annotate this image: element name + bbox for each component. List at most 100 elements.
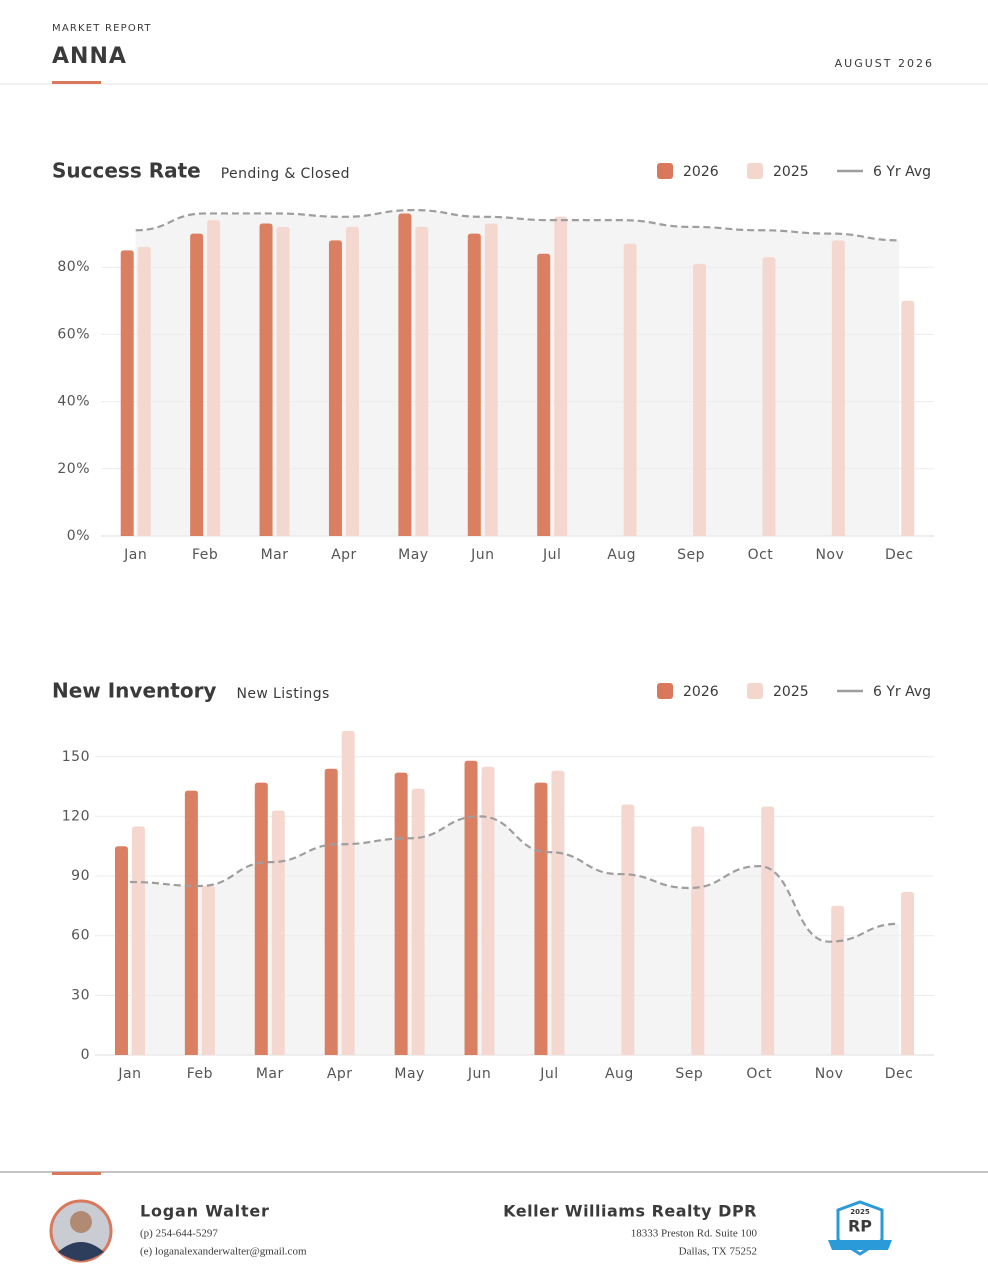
legend-label: 6 Yr Avg (873, 684, 931, 700)
bar (831, 905, 845, 1055)
x-tick-label: Nov (815, 1066, 844, 1082)
x-tick-label: Sep (675, 1066, 703, 1082)
y-tick-label: 20% (57, 461, 90, 477)
badge-year: 2025 (850, 1208, 870, 1216)
bar (537, 253, 551, 536)
x-tick-label: Apr (327, 1066, 353, 1082)
x-tick-label: Dec (885, 547, 914, 563)
y-tick-label: 150 (62, 749, 90, 765)
brokerage-address: Dallas, TX 75252 (679, 1246, 757, 1258)
y-tick-label: 0 (81, 1047, 90, 1063)
legend-label: 2025 (773, 164, 809, 180)
legend-swatch (747, 163, 763, 179)
x-tick-label: Jul (542, 547, 561, 563)
avg-line (129, 815, 900, 943)
badge: 2025 RP (828, 1200, 892, 1256)
report-label: MARKET REPORT (52, 23, 152, 34)
x-tick-label: Mar (256, 1066, 284, 1082)
bar (184, 790, 198, 1055)
y-tick-label: 120 (62, 808, 90, 824)
bar (394, 772, 408, 1055)
brokerage-name: Keller Williams Realty DPR (503, 1202, 757, 1221)
bar (341, 730, 355, 1055)
y-tick-label: 0% (67, 528, 90, 544)
legend-label: 2026 (683, 164, 719, 180)
x-tick-label: Jan (117, 1066, 141, 1082)
bar (831, 240, 845, 536)
bar (276, 226, 290, 536)
legend-swatch (747, 683, 763, 699)
bar (328, 240, 342, 536)
x-tick-label: Jul (539, 1066, 558, 1082)
agent-phone: (p) 254-644-5297 (140, 1228, 218, 1240)
x-tick-label: Jun (467, 1066, 491, 1082)
bar (762, 257, 776, 536)
legend-label: 2025 (773, 684, 809, 700)
x-tick-label: Mar (261, 547, 289, 563)
bar (464, 760, 478, 1055)
agent-photo (49, 1199, 113, 1263)
x-tick-label: Oct (748, 547, 774, 563)
bar (120, 250, 134, 536)
x-tick-label: May (398, 547, 428, 563)
bar (415, 226, 429, 536)
x-tick-label: Feb (192, 547, 218, 563)
y-tick-label: 30 (71, 987, 90, 1003)
bar (137, 247, 151, 537)
header-accent (52, 81, 101, 84)
x-tick-label: Dec (885, 1066, 914, 1082)
x-tick-label: Apr (331, 547, 357, 563)
x-tick-label: Nov (815, 547, 844, 563)
report-date: AUGUST 2026 (835, 57, 934, 70)
x-tick-label: Oct (746, 1066, 772, 1082)
x-tick-label: Feb (187, 1066, 213, 1082)
bar (324, 768, 338, 1055)
y-tick-label: 40% (57, 394, 90, 410)
agent-name: Logan Walter (140, 1202, 270, 1221)
bar (623, 243, 637, 536)
x-tick-label: Sep (677, 547, 705, 563)
x-tick-label: Jan (123, 547, 147, 563)
chart-title: New Inventory (52, 679, 216, 703)
chart-subtitle: Pending & Closed (221, 166, 350, 182)
agent-email: (e) loganalexanderwalter@gmail.com (140, 1246, 307, 1258)
x-tick-label: May (394, 1066, 424, 1082)
y-tick-label: 60% (57, 326, 90, 342)
x-tick-label: Aug (605, 1066, 634, 1082)
bar (254, 782, 268, 1055)
bar (901, 891, 915, 1055)
bar (693, 263, 707, 536)
chart-subtitle: New Listings (236, 686, 329, 702)
bar (114, 846, 128, 1055)
bar (901, 300, 915, 536)
legend-swatch (657, 683, 673, 699)
legend-swatch (657, 163, 673, 179)
bar (484, 223, 498, 536)
bar (481, 766, 495, 1055)
bar (551, 770, 565, 1055)
bar (534, 782, 548, 1055)
report-title: ANNA (52, 44, 127, 69)
badge-logo: RP (848, 1217, 872, 1236)
y-tick-label: 60 (71, 928, 90, 944)
x-tick-label: Jun (470, 547, 494, 563)
bar (259, 223, 273, 536)
avg-line (135, 208, 900, 242)
footer-accent (52, 1172, 101, 1175)
bar (190, 233, 204, 536)
chart-title: Success Rate (52, 159, 201, 183)
bar (207, 220, 221, 536)
avg-area (129, 816, 900, 1055)
bar (467, 233, 481, 536)
bar (131, 826, 145, 1055)
bar (345, 226, 359, 536)
avg-area (135, 210, 900, 536)
bar (761, 806, 775, 1055)
bar (411, 788, 425, 1055)
bar (554, 216, 568, 537)
x-tick-label: Aug (607, 547, 636, 563)
y-tick-label: 80% (57, 259, 90, 275)
bar (398, 213, 412, 536)
legend-label: 6 Yr Avg (873, 164, 931, 180)
